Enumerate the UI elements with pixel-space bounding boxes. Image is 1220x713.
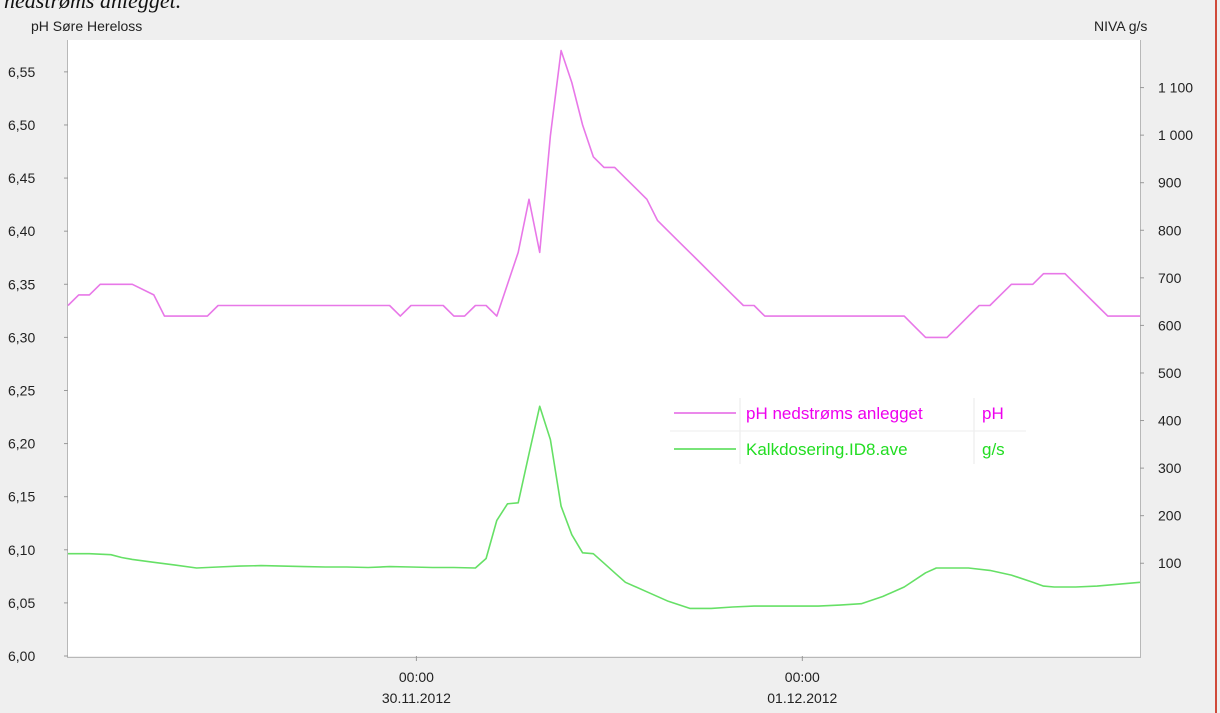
right-tick-label: 100 — [1158, 555, 1182, 571]
legend-series-name: Kalkdosering.ID8.ave — [746, 440, 908, 459]
left-tick-label: 6,40 — [8, 223, 35, 239]
left-tick-label: 6,35 — [8, 276, 35, 292]
left-axis-title: pH Søre Hereloss — [31, 18, 143, 34]
x-tick-time-label: 00:00 — [785, 669, 820, 685]
right-tick-label: 400 — [1158, 413, 1182, 429]
plot-border-left — [67, 40, 68, 658]
right-tick-label: 900 — [1158, 175, 1182, 191]
kalk-series-line — [68, 405, 1141, 610]
right-tick-label: 1 000 — [1158, 127, 1193, 143]
legend-series-unit: g/s — [982, 440, 1005, 459]
left-tick-label: 6,00 — [8, 648, 35, 664]
left-tick-label: 6,15 — [8, 489, 35, 505]
left-tick-label: 6,20 — [8, 436, 35, 452]
right-axis-title: NIVA g/s — [1094, 18, 1148, 34]
right-tick-label: 700 — [1158, 270, 1182, 286]
legend-series-unit: pH — [982, 404, 1004, 423]
left-tick-label: 6,55 — [8, 64, 35, 80]
left-tick-label: 6,50 — [8, 117, 35, 133]
ph-series-line — [67, 49, 1140, 339]
legend-series-name: pH nedstrøms anlegget — [746, 404, 923, 423]
left-tick-label: 6,25 — [8, 382, 35, 398]
left-tick-label: 6,45 — [8, 170, 35, 186]
right-tick-label: 1 100 — [1158, 80, 1193, 96]
right-tick-label: 600 — [1158, 317, 1182, 333]
right-tick-label: 800 — [1158, 222, 1182, 238]
figure-caption: nedstrøms anlegget. — [4, 0, 182, 13]
x-tick-date-label: 01.12.2012 — [767, 690, 837, 706]
plot-area — [68, 40, 1140, 656]
right-tick-label: 300 — [1158, 460, 1182, 476]
left-tick-label: 6,05 — [8, 595, 35, 611]
right-tick-label: 200 — [1158, 508, 1182, 524]
page-edge-line — [1215, 0, 1217, 713]
x-tick-date-label: 30.11.2012 — [382, 690, 451, 706]
right-tick-label: 500 — [1158, 365, 1182, 381]
x-tick-time-label: 00:00 — [399, 669, 434, 685]
plot-border-right — [1140, 40, 1141, 658]
left-tick-label: 6,30 — [8, 329, 35, 345]
plot-border-bottom — [67, 657, 1141, 658]
left-tick-label: 6,10 — [8, 542, 35, 558]
